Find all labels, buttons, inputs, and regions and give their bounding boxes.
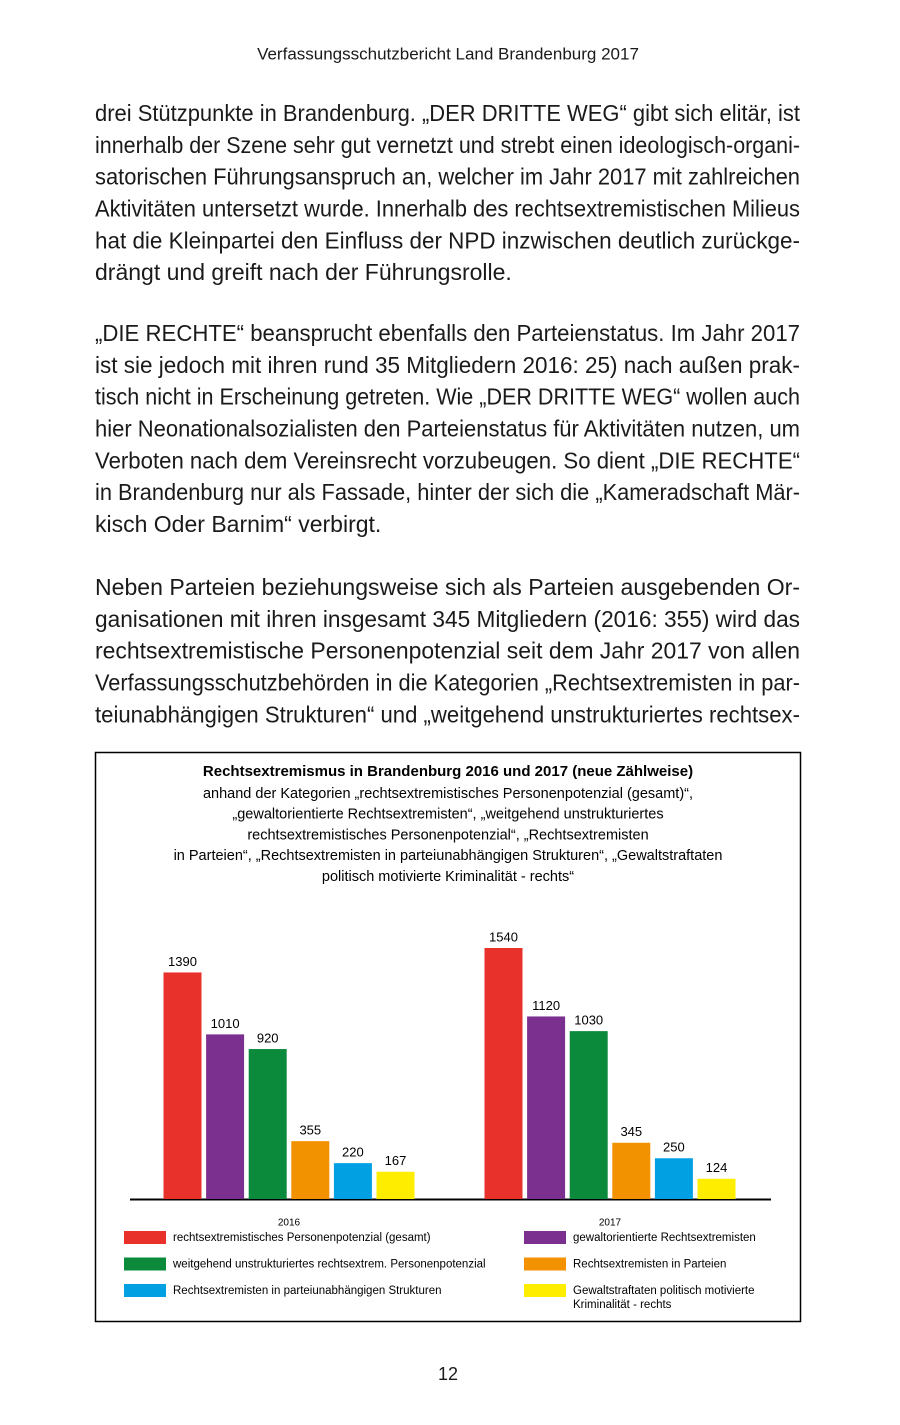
chart-subtitle: rechtsextremistisches Personenpotenzial“… bbox=[247, 827, 648, 843]
bar bbox=[654, 1158, 693, 1199]
bar bbox=[527, 1016, 566, 1199]
chart-frame bbox=[94, 751, 802, 1323]
value-label: 1010 bbox=[211, 1016, 240, 1031]
bar bbox=[163, 972, 202, 1199]
paragraph-line: ist sie jedoch mit ihren rund 35 Mitglie… bbox=[95, 352, 800, 378]
legend-swatch bbox=[124, 1257, 166, 1271]
paragraph-line: rechtsextremistische Personenpotenzial s… bbox=[95, 638, 800, 664]
paragraph-line: kisch Oder Barnim“ verbirgt. bbox=[95, 511, 381, 537]
value-label: 355 bbox=[299, 1123, 321, 1138]
value-label: 167 bbox=[385, 1153, 407, 1168]
legend-label: Rechtsextremisten in parteiunabhängigen … bbox=[173, 1285, 442, 1297]
bar bbox=[248, 1049, 287, 1199]
chart-subtitle: in Parteien“, „Rechtsextremisten in part… bbox=[174, 848, 723, 864]
paragraph-line: Verboten nach dem Vereinsrecht vorzubeug… bbox=[95, 447, 800, 473]
paragraph-line: hat die Kleinpartei den Einfluss der NPD… bbox=[95, 227, 800, 253]
legend-swatch bbox=[124, 1284, 166, 1297]
legend-label: Rechtsextremisten in Parteien bbox=[573, 1259, 726, 1271]
value-label: 1390 bbox=[168, 954, 197, 969]
value-label: 1120 bbox=[532, 998, 560, 1013]
chart-subtitle: politisch motivierte Kriminalität - rech… bbox=[322, 869, 574, 885]
legend-label: Gewaltstraftaten politisch motivierte Kri… bbox=[573, 1285, 755, 1311]
chart-subtitle: „gewaltorientierte Rechtsextremisten“, „… bbox=[232, 807, 663, 823]
bar bbox=[376, 1171, 415, 1199]
paragraph-line: satorischen Führungsanspruch an, welcher… bbox=[95, 164, 800, 190]
running-header: Verfassungsschutzbericht Land Brandenbur… bbox=[257, 44, 639, 63]
value-label: 1030 bbox=[574, 1013, 603, 1028]
paragraph-line: Neben Parteien beziehungsweise sich als … bbox=[95, 574, 800, 600]
bar bbox=[569, 1031, 608, 1199]
value-label: 220 bbox=[342, 1145, 364, 1160]
bar bbox=[333, 1163, 372, 1199]
paragraph-line: „DIE RECHTE“ beansprucht ebenfalls den P… bbox=[95, 320, 800, 346]
legend-swatch bbox=[524, 1284, 566, 1297]
paragraph-line: Aktivitäten untersetzt wurde. Innerhalb … bbox=[95, 195, 800, 221]
legend-label: gewaltorientierte Rechtsextremisten bbox=[573, 1232, 756, 1244]
paragraph-line: hier Neonationalsozialisten den Parteien… bbox=[95, 415, 800, 441]
legend-label: rechtsextremistisches Personenpotenzial … bbox=[173, 1232, 431, 1244]
value-label: 124 bbox=[706, 1160, 728, 1175]
bar bbox=[612, 1142, 651, 1199]
paragraph-line: innerhalb der Szene sehr gut vernetzt un… bbox=[95, 132, 800, 158]
legend-swatch bbox=[524, 1257, 566, 1271]
paragraph-line: drängt und greift nach der Führungsrolle… bbox=[95, 259, 512, 285]
value-label: 920 bbox=[257, 1030, 279, 1045]
legend-swatch bbox=[124, 1231, 166, 1244]
bar bbox=[291, 1141, 330, 1199]
page-number: 12 bbox=[438, 1364, 458, 1384]
legend-line: Gewaltstraftaten politisch motivierte bbox=[573, 1285, 755, 1297]
value-label: 250 bbox=[663, 1140, 685, 1155]
category-label: 2016 bbox=[278, 1218, 301, 1229]
chart-title: Rechtsextremismus in Brandenburg 2016 un… bbox=[203, 763, 693, 780]
paragraph-line: Verfassungsschutzbehörden in die Kategor… bbox=[95, 669, 800, 695]
legend-line: Kriminalität - rechts bbox=[573, 1299, 672, 1311]
legend-swatch bbox=[524, 1231, 566, 1244]
paragraph-line: ganisationen mit ihren insgesamt 345 Mit… bbox=[95, 606, 800, 632]
bar bbox=[206, 1034, 245, 1199]
paragraph-line: teiunabhängigen Strukturen“ und „weitgeh… bbox=[95, 701, 800, 727]
value-label: 1540 bbox=[489, 929, 518, 944]
paragraph-line: in Brandenburg nur als Fassade, hinter d… bbox=[95, 479, 800, 505]
category-label: 2017 bbox=[599, 1218, 622, 1229]
legend-label: weitgehend unstrukturiertes rechtsextrem… bbox=[172, 1259, 486, 1271]
paragraph-line: drei Stützpunkte in Brandenburg. „DER DR… bbox=[95, 100, 801, 126]
bar bbox=[484, 948, 523, 1199]
value-label: 345 bbox=[620, 1124, 642, 1139]
chart-subtitle: anhand der Kategorien „rechtsextremistis… bbox=[203, 786, 693, 802]
bar bbox=[697, 1178, 736, 1199]
paragraph-line: tisch nicht in Erscheinung getreten. Wie… bbox=[95, 384, 800, 410]
